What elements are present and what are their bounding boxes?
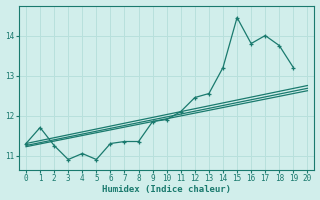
X-axis label: Humidex (Indice chaleur): Humidex (Indice chaleur) <box>102 185 231 194</box>
